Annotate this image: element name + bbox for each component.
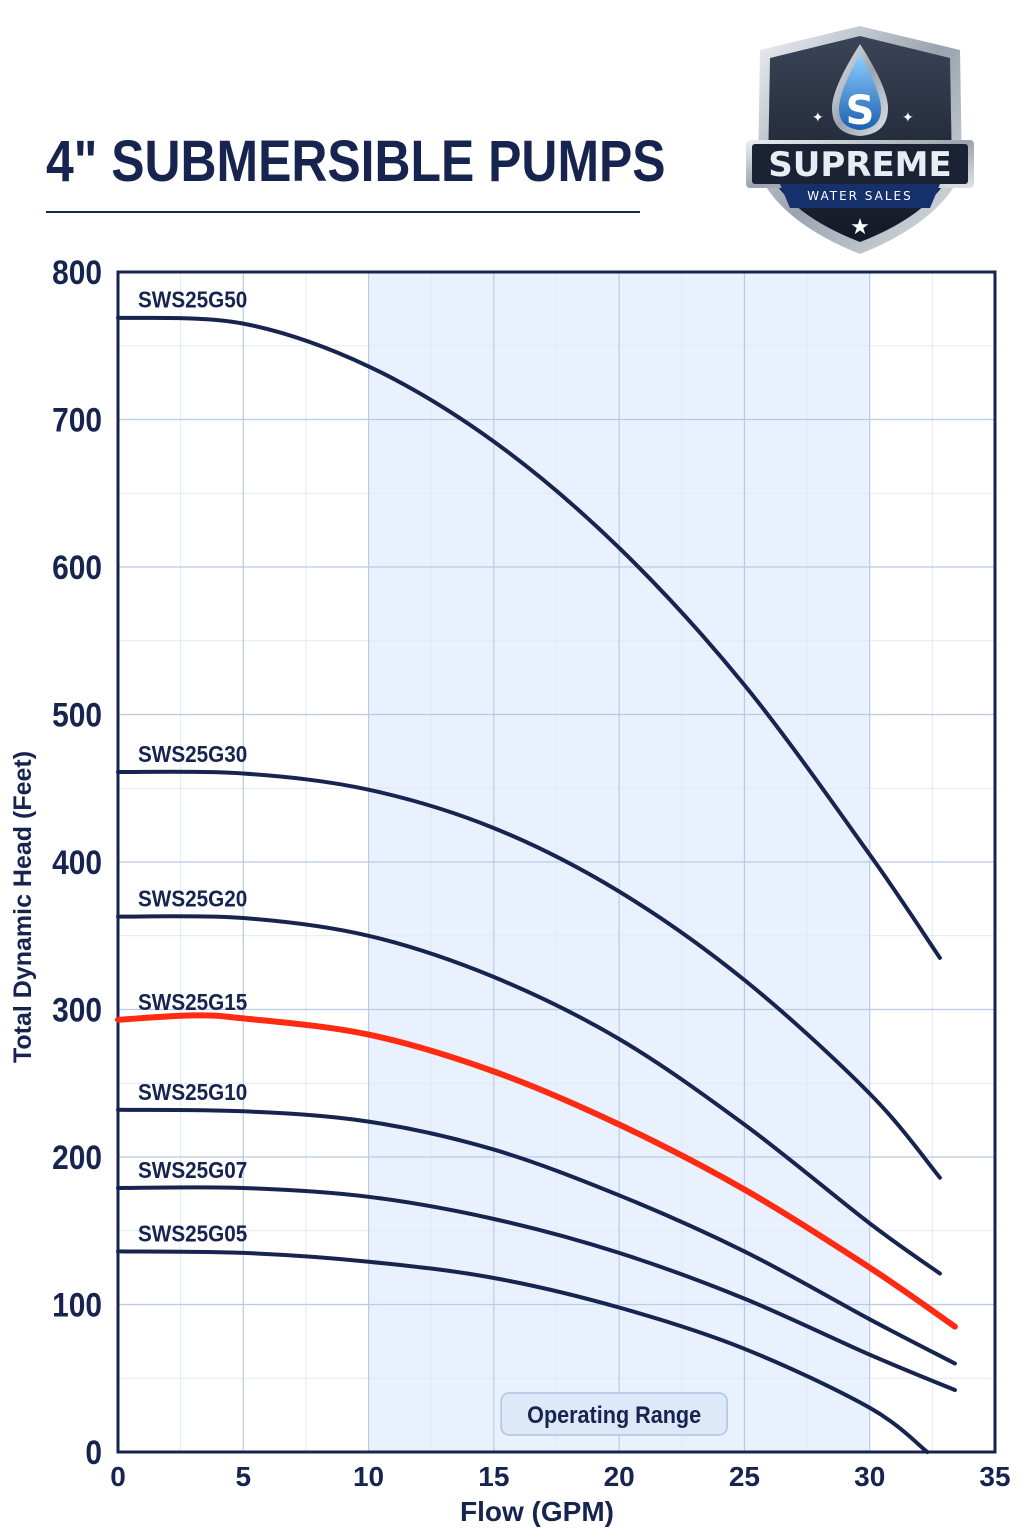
series-line-sws25g30 [116,769,942,1180]
x-tick-label: 10 [353,1461,384,1492]
sparkle-icon: ✦ [812,110,824,126]
y-axis-title: Total Dynamic Head (Feet) [9,751,37,1063]
y-tick-label: 0 [85,1433,102,1471]
water-drop-icon: S [832,44,888,136]
series-label: SWS25G30 [138,741,247,767]
brand-tagline: WATER SALES [807,189,912,203]
y-tick-label: 500 [52,696,102,734]
y-tick-label: 300 [52,991,102,1029]
series-line-sws25g20 [116,914,942,1276]
y-tick-label: 100 [52,1286,102,1324]
series-line-sws25g50 [116,315,942,960]
y-tick-label: 800 [52,253,102,291]
x-axis-title: Flow (GPM) [460,1496,614,1527]
x-tick-label: 0 [110,1461,126,1492]
series-label: SWS25G50 [138,287,247,313]
series-line-sws25g15 [115,1012,958,1330]
star-icon: ★ [850,215,870,240]
y-tick-label: 400 [52,843,102,881]
plot-frame [116,270,997,1454]
series-label: SWS25G20 [138,886,247,912]
x-tick-label: 20 [604,1461,635,1492]
y-tick-label: 600 [52,548,102,586]
series-line-sws25g10 [116,1107,957,1366]
operating-range-label-box [500,1392,728,1436]
series-line-sws25g07 [116,1185,957,1392]
series-label: SWS25G07 [138,1157,247,1183]
title-divider [46,211,640,213]
brand-logo: S ✦ ✦ SUPREME WATER SALES ★ [746,26,974,254]
series-label: SWS25G15 [138,989,247,1015]
x-tick-label: 15 [478,1461,509,1492]
brand-name: SUPREME [768,145,951,185]
y-tick-label: 200 [52,1138,102,1176]
y-tick-label: 700 [52,401,102,439]
x-tick-label: 30 [854,1461,885,1492]
series-line-sws25g05 [116,1249,930,1454]
x-tick-label: 5 [235,1461,251,1492]
series-label: SWS25G05 [138,1220,247,1246]
sparkle-icon: ✦ [902,110,914,126]
x-tick-label: 35 [979,1461,1010,1492]
svg-text:S: S [846,88,875,134]
page-title: 4" SUBMERSIBLE PUMPS [46,129,666,194]
operating-range-label: Operating Range [527,1401,701,1428]
series-label: SWS25G10 [138,1079,247,1105]
x-tick-label: 25 [729,1461,760,1492]
